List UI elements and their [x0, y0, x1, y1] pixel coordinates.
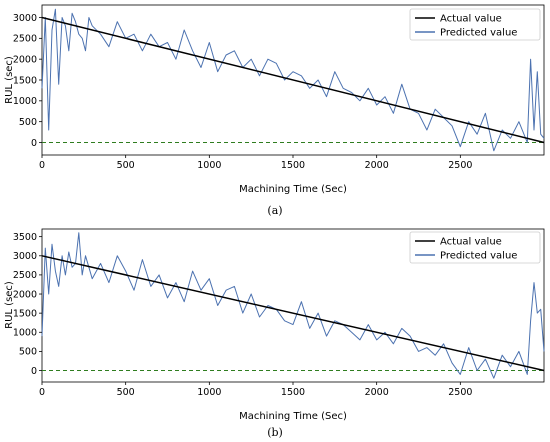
x-tick-label: 2500	[448, 160, 472, 171]
y-tick-label: 2000	[13, 289, 37, 300]
panel-label-b: (b)	[267, 426, 283, 439]
legend: Actual value Predicted value	[409, 8, 541, 41]
series-line-predicted	[41, 232, 545, 379]
legend-label-actual: Actual value	[440, 14, 502, 25]
y-tick-label: 3500	[13, 232, 37, 243]
y-tick-label: 3000	[13, 251, 37, 262]
chart-panel-b: 0 500 1000 1500 2000 2500 0 500 1000 1500 2000 250…	[4, 228, 545, 439]
x-tick-label: 0	[39, 160, 45, 171]
x-tick-label: 500	[117, 387, 135, 398]
chart-panel-a: 0 500 1000 1500 2000 2500 0 500 1000 1500 2000 250…	[4, 4, 545, 217]
y-tick-label: 3000	[13, 13, 37, 24]
x-tick-label: 0	[39, 387, 45, 398]
x-tick-group: 0 500 1000 1500 2000 2500	[39, 382, 472, 398]
y-tick-label: 0	[31, 138, 37, 149]
x-tick-label: 1500	[281, 387, 305, 398]
y-tick-label: 1000	[13, 328, 37, 339]
series-line-actual	[41, 16, 545, 144]
series-line-predicted	[41, 8, 545, 152]
legend: Actual value Predicted value	[409, 231, 541, 264]
x-axis-label: Machining Time (Sec)	[239, 184, 347, 195]
y-tick-label: 2500	[13, 34, 37, 45]
legend-box	[409, 8, 541, 41]
series-group	[41, 232, 545, 379]
y-tick-label: 0	[31, 366, 37, 377]
legend-label-actual: Actual value	[440, 237, 502, 248]
y-tick-label: 2500	[13, 270, 37, 281]
y-tick-label: 2000	[13, 54, 37, 65]
y-axis-label: RUL (sec)	[4, 281, 15, 329]
x-tick-label: 2500	[448, 387, 472, 398]
legend-label-predicted: Predicted value	[440, 28, 517, 39]
x-tick-label: 2000	[365, 160, 389, 171]
x-tick-label: 1000	[197, 387, 221, 398]
legend-box	[409, 231, 541, 264]
y-axis-label: RUL (sec)	[4, 56, 15, 104]
y-tick-label: 1500	[13, 308, 37, 319]
y-tick-label: 1000	[13, 96, 37, 107]
series-group	[41, 8, 545, 152]
x-tick-label: 500	[117, 160, 135, 171]
panel-label-a: (a)	[267, 204, 282, 217]
x-tick-label: 2000	[365, 387, 389, 398]
y-tick-label: 1500	[13, 75, 37, 86]
x-tick-label: 1500	[281, 160, 305, 171]
y-tick-label: 500	[19, 117, 37, 128]
y-tick-label: 500	[19, 347, 37, 358]
y-tick-group: 0 500 1000 1500 2000 2500 3000 3500	[13, 232, 42, 377]
series-line-actual	[41, 255, 545, 372]
x-tick-group: 0 500 1000 1500 2000 2500	[39, 155, 472, 171]
x-tick-label: 1000	[197, 160, 221, 171]
legend-label-predicted: Predicted value	[440, 251, 517, 262]
y-tick-group: 0 500 1000 1500 2000 2500 3000	[13, 13, 42, 149]
x-axis-label: Machining Time (Sec)	[239, 411, 347, 422]
